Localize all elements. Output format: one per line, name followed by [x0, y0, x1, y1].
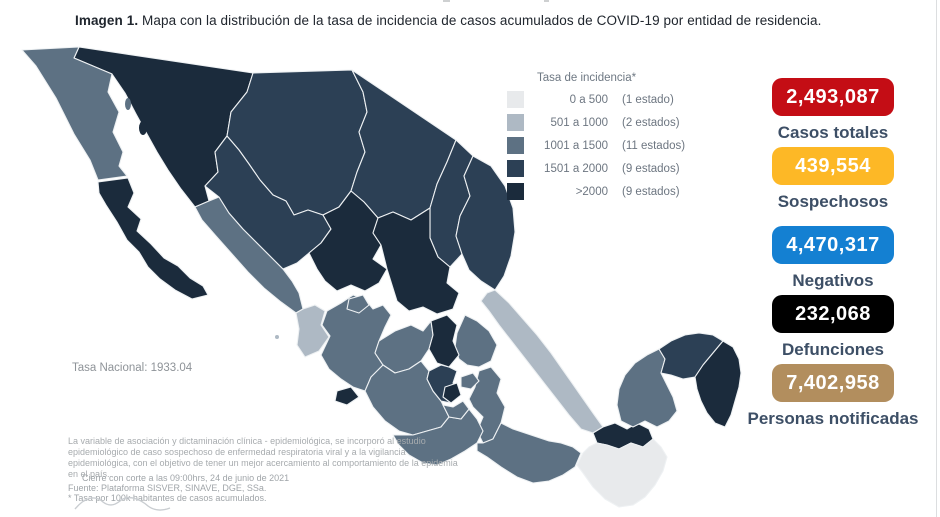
- legend-range: 0 a 500: [569, 93, 608, 106]
- stat-label: Personas notificadas: [747, 409, 919, 428]
- stat-value: 7,402,958: [786, 371, 880, 394]
- note-source: Fuente: Plataforma SISVER, SINAVE, DGE, …: [68, 483, 267, 493]
- legend-range: >2000: [575, 185, 608, 198]
- state-queretaro: [428, 314, 460, 368]
- cropped-text-artifact: [443, 0, 450, 2]
- state-hidalgo: [454, 314, 498, 368]
- legend-count: (9 estados): [622, 185, 680, 198]
- state-chiapas: [576, 438, 668, 508]
- island-angel-de-la-guarda: [125, 98, 131, 110]
- national-rate: Tasa Nacional: 1933.04: [72, 362, 193, 374]
- stat-personas-notificadas: 7,402,958 Personas notificadas: [733, 364, 933, 429]
- stat-box-defunciones: 232,068: [772, 295, 894, 333]
- stat-value: 4,470,317: [786, 233, 880, 256]
- figure-title: Imagen 1. Mapa con la distribución de la…: [75, 13, 821, 28]
- stat-box-sospechosos: 439,554: [772, 147, 894, 185]
- legend-swatch: [507, 114, 524, 131]
- stat-label: Casos totales: [777, 123, 889, 142]
- state-ciudad-de-mexico: [442, 382, 462, 404]
- legend-count: (9 estados): [622, 162, 680, 175]
- figure-title-prefix: Imagen 1.: [75, 13, 139, 28]
- stats-column: 2,493,087 Casos totales 439,554 Sospecho…: [733, 78, 933, 433]
- state-zacatecas: [308, 190, 388, 292]
- stat-negativos: 4,470,317 Negativos: [733, 226, 933, 291]
- legend-swatch: [507, 160, 524, 177]
- legend-row: 1001 a 1500 (11 estados): [507, 134, 737, 157]
- legend-count: (11 estados): [622, 139, 686, 152]
- cropped-text-artifact: [544, 0, 549, 2]
- legend-row: >2000 (9 estados): [507, 180, 737, 203]
- legend-row: 1501 a 2000 (9 estados): [507, 157, 737, 180]
- state-quintana-roo: [694, 340, 742, 428]
- island-islas-marias: [275, 335, 279, 339]
- legend-swatch: [507, 183, 524, 200]
- state-colima: [334, 386, 360, 406]
- legend-title: Tasa de incidencia*: [537, 72, 637, 84]
- stat-value: 2,493,087: [786, 85, 880, 108]
- note-cutoff-date: Cierre con corte a las 09:00hrs, 24 de j…: [82, 473, 290, 483]
- island-tiburon: [139, 121, 147, 135]
- stat-defunciones: 232,068 Defunciones: [733, 295, 933, 360]
- stat-box-negativos: 4,470,317: [772, 226, 894, 264]
- stat-label: Defunciones: [781, 340, 885, 359]
- page-right-border: [936, 0, 937, 517]
- stat-casos-totales: 2,493,087 Casos totales: [733, 78, 933, 143]
- legend-swatch: [507, 91, 524, 108]
- stat-label: Negativos: [792, 271, 874, 290]
- note-paragraph: La variable de asociación y dictaminació…: [68, 436, 458, 479]
- stat-value: 439,554: [795, 154, 871, 177]
- stat-value: 232,068: [795, 302, 871, 325]
- stat-box-casos-totales: 2,493,087: [772, 78, 894, 116]
- legend-range: 501 a 1000: [550, 116, 608, 129]
- legend-row: 501 a 1000 (2 estados): [507, 111, 737, 134]
- figure-title-text: Mapa con la distribución de la tasa de i…: [138, 13, 822, 28]
- stat-label: Sospechosos: [777, 192, 889, 211]
- state-morelos: [442, 400, 470, 420]
- note-footnote: * Tasa por 100k habitantes de casos acum…: [68, 493, 267, 503]
- state-baja-california: [21, 46, 128, 181]
- state-tlaxcala: [460, 372, 480, 390]
- legend-count: (2 estados): [622, 116, 680, 129]
- legend-row: 0 a 500 (1 estado): [507, 88, 737, 111]
- map-legend: Tasa de incidencia* 0 a 500 (1 estado) 5…: [507, 72, 737, 203]
- stat-box-personas-notificadas: 7,402,958: [772, 364, 894, 402]
- state-veracruz: [480, 289, 604, 434]
- state-baja-california-sur: [97, 177, 209, 300]
- wave-decoration: [74, 496, 171, 511]
- legend-count: (1 estado): [622, 93, 674, 106]
- stat-sospechosos: 439,554 Sospechosos: [733, 147, 933, 212]
- state-oaxaca: [476, 422, 582, 484]
- legend-swatch: [507, 137, 524, 154]
- legend-range: 1501 a 2000: [544, 162, 608, 175]
- state-san-luis-potosi: [372, 207, 460, 315]
- state-aguascalientes: [346, 294, 370, 314]
- states-layer: [21, 46, 742, 508]
- legend-range: 1001 a 1500: [544, 139, 608, 152]
